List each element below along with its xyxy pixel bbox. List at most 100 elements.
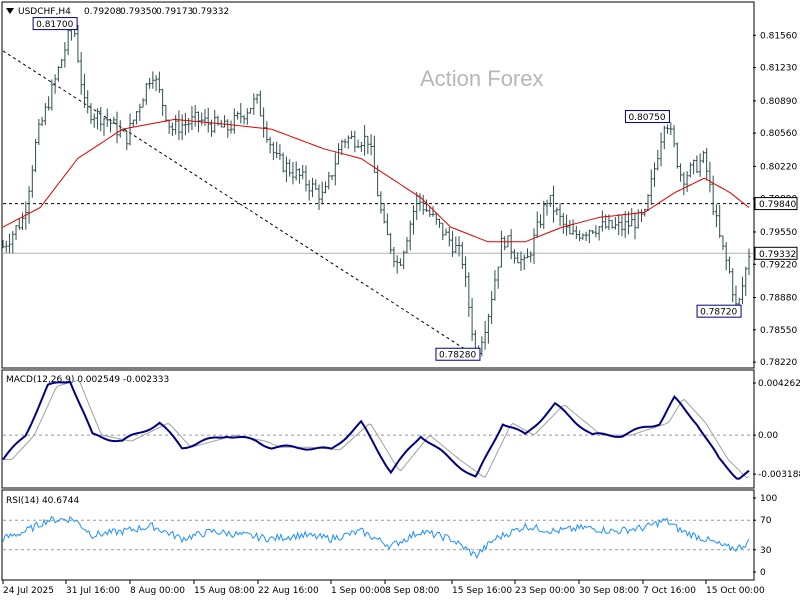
ohlc-bar [278, 144, 282, 160]
ohlc-bar [731, 268, 735, 303]
ohlc-bar [372, 135, 376, 173]
rsi-pane-frame [1, 489, 755, 581]
ohlc-bar [350, 130, 354, 140]
ohlc-bar [304, 165, 308, 192]
y-tick-label: -0.003188 [758, 470, 800, 480]
ohlc-bar [151, 71, 155, 89]
rsi-title: RSI(14) 40.6744 [6, 496, 79, 506]
ohlc-bar [4, 240, 8, 253]
ohlc-bar [421, 194, 425, 215]
ohlc-bar [366, 135, 370, 155]
ohlc-bar [512, 249, 516, 264]
ohlc-bar [376, 165, 380, 197]
ohlc-bar [164, 104, 168, 123]
watermark: Action Forex [420, 66, 544, 91]
axis-value-box [754, 246, 798, 260]
ohlc-bar [206, 107, 210, 133]
ohlc-bar [216, 115, 220, 126]
ohlc-bar [148, 77, 152, 89]
ohlc-bar [167, 119, 171, 134]
rsi-pane [2, 515, 753, 559]
ohlc-bar [60, 58, 64, 69]
ohlc-bar [636, 209, 640, 229]
ohlc-bar [379, 191, 383, 214]
ohlc-bar [428, 205, 432, 218]
price-annotation-label: 0.81700 [36, 20, 73, 30]
ohlc-bar [424, 199, 428, 213]
ohlc-bar [310, 177, 314, 198]
ohlc-bar [496, 266, 500, 289]
price-annotation-label: 0.78280 [439, 351, 476, 361]
ohlc-bar [525, 248, 529, 259]
ohlc-bar [125, 130, 129, 151]
ohlc-bar [177, 110, 181, 140]
ohlc-bar [359, 141, 363, 152]
x-tick-label: 30 Sep 08:00 [579, 586, 639, 596]
y-tick-label: 0.80220 [760, 162, 797, 172]
y-tick-label: 0.004262 [758, 379, 800, 389]
y-tick-label: 70 [760, 516, 772, 526]
ohlc-bar [444, 228, 448, 236]
ohlc-bar [656, 149, 660, 171]
ohlc-bar [50, 79, 54, 111]
trendline [2, 50, 477, 357]
ohlc-bar [232, 108, 236, 134]
y-tick-label: 0.00 [758, 431, 778, 441]
ohlc-bar [490, 291, 494, 324]
ohlc-bar [82, 73, 86, 108]
ohlc-bar [467, 272, 471, 317]
y-tick-label: 100 [760, 494, 777, 504]
ohlc-bar [242, 114, 246, 125]
dropdown-triangle-icon[interactable] [6, 8, 14, 14]
ohlc-bar [340, 139, 344, 156]
ohlc-bar [43, 102, 47, 126]
ohlc-bar [434, 213, 438, 225]
ohlc-bar [584, 231, 588, 241]
ohlc-bar [138, 103, 142, 122]
ohlc-close: 0.79332 [192, 7, 229, 17]
ohlc-bar [431, 206, 435, 217]
y-tick-label: 0.80890 [760, 97, 797, 107]
price-annotation-label: 0.78720 [700, 308, 737, 318]
ohlc-bar [617, 214, 621, 236]
ohlc-bar [307, 180, 311, 201]
ohlc-bar [447, 227, 451, 247]
y-tick-label: 0.81560 [760, 31, 797, 41]
ohlc-bar [385, 213, 389, 236]
ohlc-bar [555, 207, 559, 216]
ohlc-bar [170, 122, 174, 136]
ohlc-bar [464, 256, 468, 287]
price-annotation-box [32, 17, 78, 31]
ohlc-bar [545, 199, 549, 216]
ohlc-bar [666, 124, 670, 134]
ohlc-bar [493, 270, 497, 301]
ohlc-bar [229, 120, 233, 134]
ohlc-bar [115, 111, 119, 144]
ohlc-bar [333, 152, 337, 186]
ohlc-bar [76, 25, 80, 63]
ohlc-bar [578, 230, 582, 242]
ohlc-bar [86, 90, 90, 114]
ohlc-bar [255, 93, 259, 104]
rsi-line [2, 515, 750, 559]
ohlc-bar [40, 117, 44, 127]
ohlc-bar [688, 162, 692, 178]
ohlc-bar [441, 222, 445, 241]
ohlc-bar [337, 143, 341, 165]
ohlc-bar [353, 130, 357, 153]
ohlc-bar [102, 117, 106, 136]
ohlc-bar [535, 211, 539, 238]
ohlc-bar [183, 113, 187, 136]
ohlc-bar [675, 142, 679, 169]
x-tick-label: 22 Aug 16:00 [258, 586, 319, 596]
ohlc-bar [144, 82, 148, 105]
ohlc-bar [109, 118, 113, 133]
ohlc-bar [343, 138, 347, 149]
ohlc-bar [262, 107, 266, 138]
ohlc-bar [698, 153, 702, 177]
ohlc-bar [581, 233, 585, 240]
ohlc-bar [99, 107, 103, 132]
ohlc-bar [653, 162, 657, 187]
ohlc-bar [324, 181, 328, 194]
ohlc-bar [389, 233, 393, 254]
